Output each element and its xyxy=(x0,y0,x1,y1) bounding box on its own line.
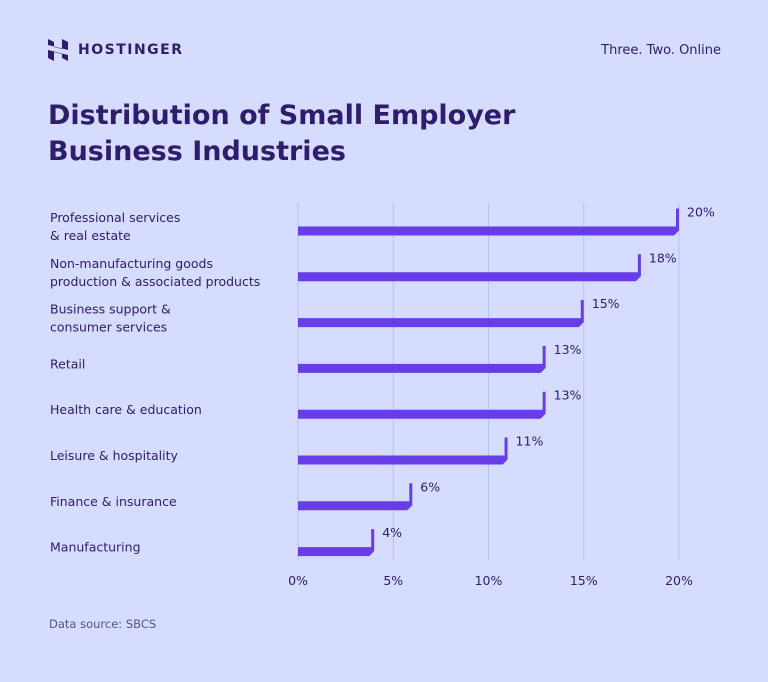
data-label: 15% xyxy=(592,296,620,311)
bar xyxy=(298,437,508,465)
category-label: Manufacturing xyxy=(50,540,141,555)
bar xyxy=(298,254,641,282)
data-label: 13% xyxy=(554,342,582,357)
category-label: Business support & xyxy=(50,302,171,317)
bar xyxy=(298,391,546,419)
data-label: 4% xyxy=(382,525,402,540)
category-label: Finance & insurance xyxy=(50,494,177,509)
data-label: 6% xyxy=(420,479,440,494)
bar xyxy=(298,345,546,373)
data-label: 11% xyxy=(516,434,544,449)
tagline: Three. Two. Online xyxy=(601,43,721,58)
category-label: Health care & education xyxy=(50,402,202,417)
hostinger-logo: HOSTINGER xyxy=(48,39,184,61)
x-tick-label: 20% xyxy=(665,573,693,588)
x-tick-label: 10% xyxy=(475,573,503,588)
brand-name: HOSTINGER xyxy=(78,42,184,58)
bar xyxy=(298,300,584,328)
bar xyxy=(298,529,375,557)
category-label: Non-manufacturing goods xyxy=(50,256,213,271)
category-label: & real estate xyxy=(50,228,131,243)
bar xyxy=(298,483,413,511)
data-label: 13% xyxy=(554,388,582,403)
bar xyxy=(298,208,679,236)
category-label: consumer services xyxy=(50,320,167,335)
data-source: Data source: SBCS xyxy=(49,617,157,631)
hostinger-logo-icon xyxy=(48,39,68,61)
category-label: Leisure & hospitality xyxy=(50,448,178,463)
x-tick-label: 15% xyxy=(570,573,598,588)
x-tick-label: 0% xyxy=(288,573,308,588)
chart-title: Distribution of Small Employer Business … xyxy=(48,100,516,167)
x-tick-label: 5% xyxy=(383,573,403,588)
category-label: Professional services xyxy=(50,210,180,225)
data-label: 18% xyxy=(649,250,677,265)
category-label: Retail xyxy=(50,356,85,371)
data-label: 20% xyxy=(687,205,715,220)
category-label: production & associated products xyxy=(50,274,260,289)
